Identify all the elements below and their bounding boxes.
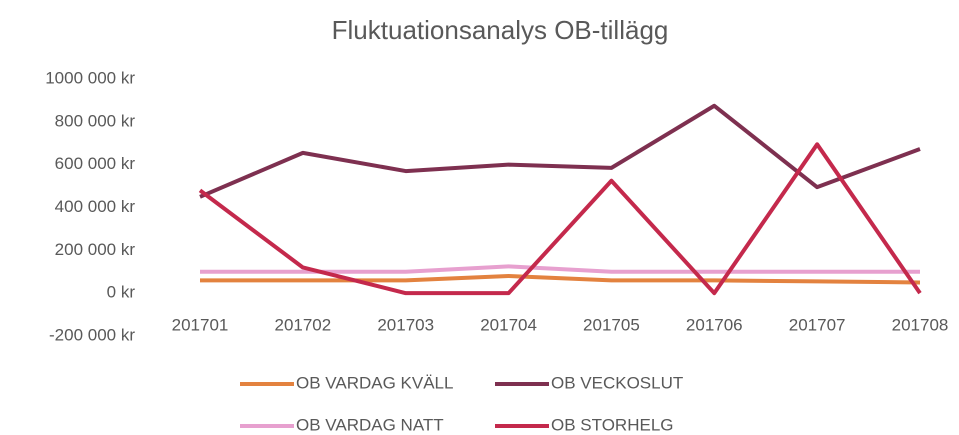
series-line xyxy=(199,103,921,199)
x-tick-label: 201706 xyxy=(686,315,743,334)
x-tick-label: 201707 xyxy=(789,315,846,334)
y-tick-label: 200 000 kr xyxy=(55,240,136,259)
legend-label: OB VECKOSLUT xyxy=(551,373,683,392)
x-tick-label: 201703 xyxy=(377,315,434,334)
y-tick-label: 400 000 kr xyxy=(55,197,136,216)
series-line xyxy=(198,142,922,296)
legend-label: OB VARDAG NATT xyxy=(296,415,444,434)
x-tick-label: 201708 xyxy=(892,315,949,334)
x-tick-label: 201701 xyxy=(172,315,229,334)
y-tick-label: 0 kr xyxy=(107,283,136,302)
x-tick-label: 201704 xyxy=(480,315,537,334)
y-tick-label: 800 000 kr xyxy=(55,111,136,130)
y-tick-label: -200 000 kr xyxy=(49,325,135,344)
x-tick-label: 201702 xyxy=(274,315,331,334)
chart-title: Fluktuationsanalys OB-tillägg xyxy=(332,15,669,45)
x-tick-label: 201705 xyxy=(583,315,640,334)
series-line xyxy=(200,274,921,285)
legend-label: OB VARDAG KVÄLL xyxy=(296,373,453,392)
legend-label: OB STORHELG xyxy=(551,415,674,434)
y-tick-label: 1000 000 kr xyxy=(45,68,135,87)
y-tick-label: 600 000 kr xyxy=(55,154,136,173)
